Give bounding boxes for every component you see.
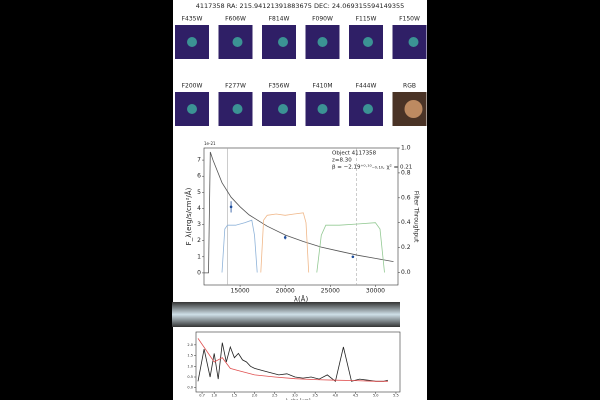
annotation: β = −2.19⁺⁰·¹⁰₋₀.₁₀, χ² = 0.21 bbox=[332, 164, 412, 171]
thumb-source bbox=[232, 104, 243, 114]
x-tick-label: 4.5 bbox=[353, 394, 359, 398]
thumb-source bbox=[278, 104, 288, 114]
y2-tick-label: 0.8 bbox=[401, 169, 411, 176]
thumb-label: F090W bbox=[312, 16, 333, 23]
thumb-label: F115W bbox=[356, 16, 377, 23]
data-point bbox=[283, 236, 287, 239]
x-axis-label: λ(Å) bbox=[294, 294, 309, 303]
thumb-label: F435W bbox=[182, 16, 203, 23]
thumb-label: F606W bbox=[225, 16, 246, 23]
thumb-source bbox=[278, 37, 288, 47]
y-tick-label: 0.0 bbox=[187, 386, 193, 390]
thumb-source bbox=[404, 100, 423, 118]
y-tick-label: 1 bbox=[197, 253, 201, 260]
y2-tick-label: 0.4 bbox=[401, 219, 411, 226]
y2-tick-label: 1.0 bbox=[401, 145, 411, 152]
x-tick-label: 25000 bbox=[321, 288, 340, 295]
data-point bbox=[351, 255, 355, 259]
x-tick-label: 5.5 bbox=[393, 394, 399, 398]
thumb-label: F410M bbox=[312, 83, 332, 90]
y-tick-label: 5 bbox=[197, 189, 201, 196]
y-tick-label: 6 bbox=[197, 173, 201, 180]
y-tick-label: 0 bbox=[197, 269, 201, 276]
thumb-source bbox=[363, 104, 373, 114]
thumb-source bbox=[317, 37, 328, 47]
thumb-label: RGB bbox=[403, 83, 416, 90]
annotation: Object 4117358 bbox=[332, 151, 377, 157]
series-line bbox=[197, 338, 388, 382]
series-line bbox=[316, 222, 385, 273]
x-tick-label: 2.5 bbox=[272, 394, 278, 398]
series-line bbox=[204, 151, 394, 274]
y2-tick-label: 0.6 bbox=[401, 194, 411, 201]
y-tick-label: 2.0 bbox=[187, 343, 193, 347]
x-axis-label: λ_obs [μm] bbox=[285, 398, 310, 400]
y2-tick-label: 0.0 bbox=[401, 269, 411, 276]
x-tick-label: 15000 bbox=[231, 288, 250, 295]
x-tick-label: 0.7 bbox=[199, 394, 205, 398]
data-point bbox=[229, 205, 233, 209]
thumb-source bbox=[363, 37, 373, 47]
thumb-label: F277W bbox=[225, 83, 246, 90]
x-tick-label: 3.0 bbox=[292, 394, 298, 398]
y-tick-label: 7 bbox=[197, 157, 201, 164]
thumb-source bbox=[408, 37, 419, 47]
x-tick-label: 5.0 bbox=[373, 394, 379, 398]
x-tick-label: 3.5 bbox=[312, 394, 318, 398]
y-tick-label: 4 bbox=[197, 205, 201, 212]
y-axis-label: F_λ(erg/s/cm²/Å) bbox=[184, 187, 193, 245]
thumb-label: F356W bbox=[269, 83, 290, 90]
x-tick-label: 1.0 bbox=[211, 394, 217, 398]
y2-axis-label: Filter Throughput bbox=[413, 191, 420, 243]
offset-label: 1e-21 bbox=[204, 141, 216, 146]
x-tick-label: 2.0 bbox=[252, 394, 258, 398]
panel bbox=[173, 0, 427, 400]
y-tick-label: 1.5 bbox=[187, 354, 193, 358]
y2-tick-label: 0.2 bbox=[401, 244, 411, 251]
thumb-label: F150W bbox=[399, 16, 420, 23]
y-tick-label: 0.5 bbox=[187, 375, 193, 379]
spectrum-2d bbox=[172, 302, 400, 327]
y-tick-label: 2 bbox=[197, 237, 201, 244]
series-line bbox=[197, 342, 389, 383]
y-tick-label: 1.0 bbox=[187, 364, 193, 368]
thumb-source bbox=[187, 104, 197, 114]
annotation: z=8.30 bbox=[332, 158, 352, 164]
thumb-label: F814W bbox=[269, 16, 290, 23]
thumb-source bbox=[317, 104, 328, 114]
title: 4117358 RA: 215.94121391883675 DEC: 24.0… bbox=[196, 2, 405, 10]
plot-frame bbox=[203, 147, 399, 286]
x-tick-label: 20000 bbox=[276, 288, 295, 295]
y-tick-label: 3 bbox=[197, 221, 201, 228]
series-line bbox=[260, 212, 310, 273]
thumb-source bbox=[187, 37, 197, 47]
thumb-label: F444W bbox=[356, 83, 377, 90]
plot-frame bbox=[195, 331, 401, 393]
x-tick-label: 30000 bbox=[366, 288, 385, 295]
series-line bbox=[221, 219, 258, 273]
x-tick-label: 1.5 bbox=[232, 394, 238, 398]
thumb-label: F200W bbox=[182, 83, 203, 90]
x-tick-label: 4.0 bbox=[333, 394, 339, 398]
thumb-source bbox=[232, 37, 243, 47]
